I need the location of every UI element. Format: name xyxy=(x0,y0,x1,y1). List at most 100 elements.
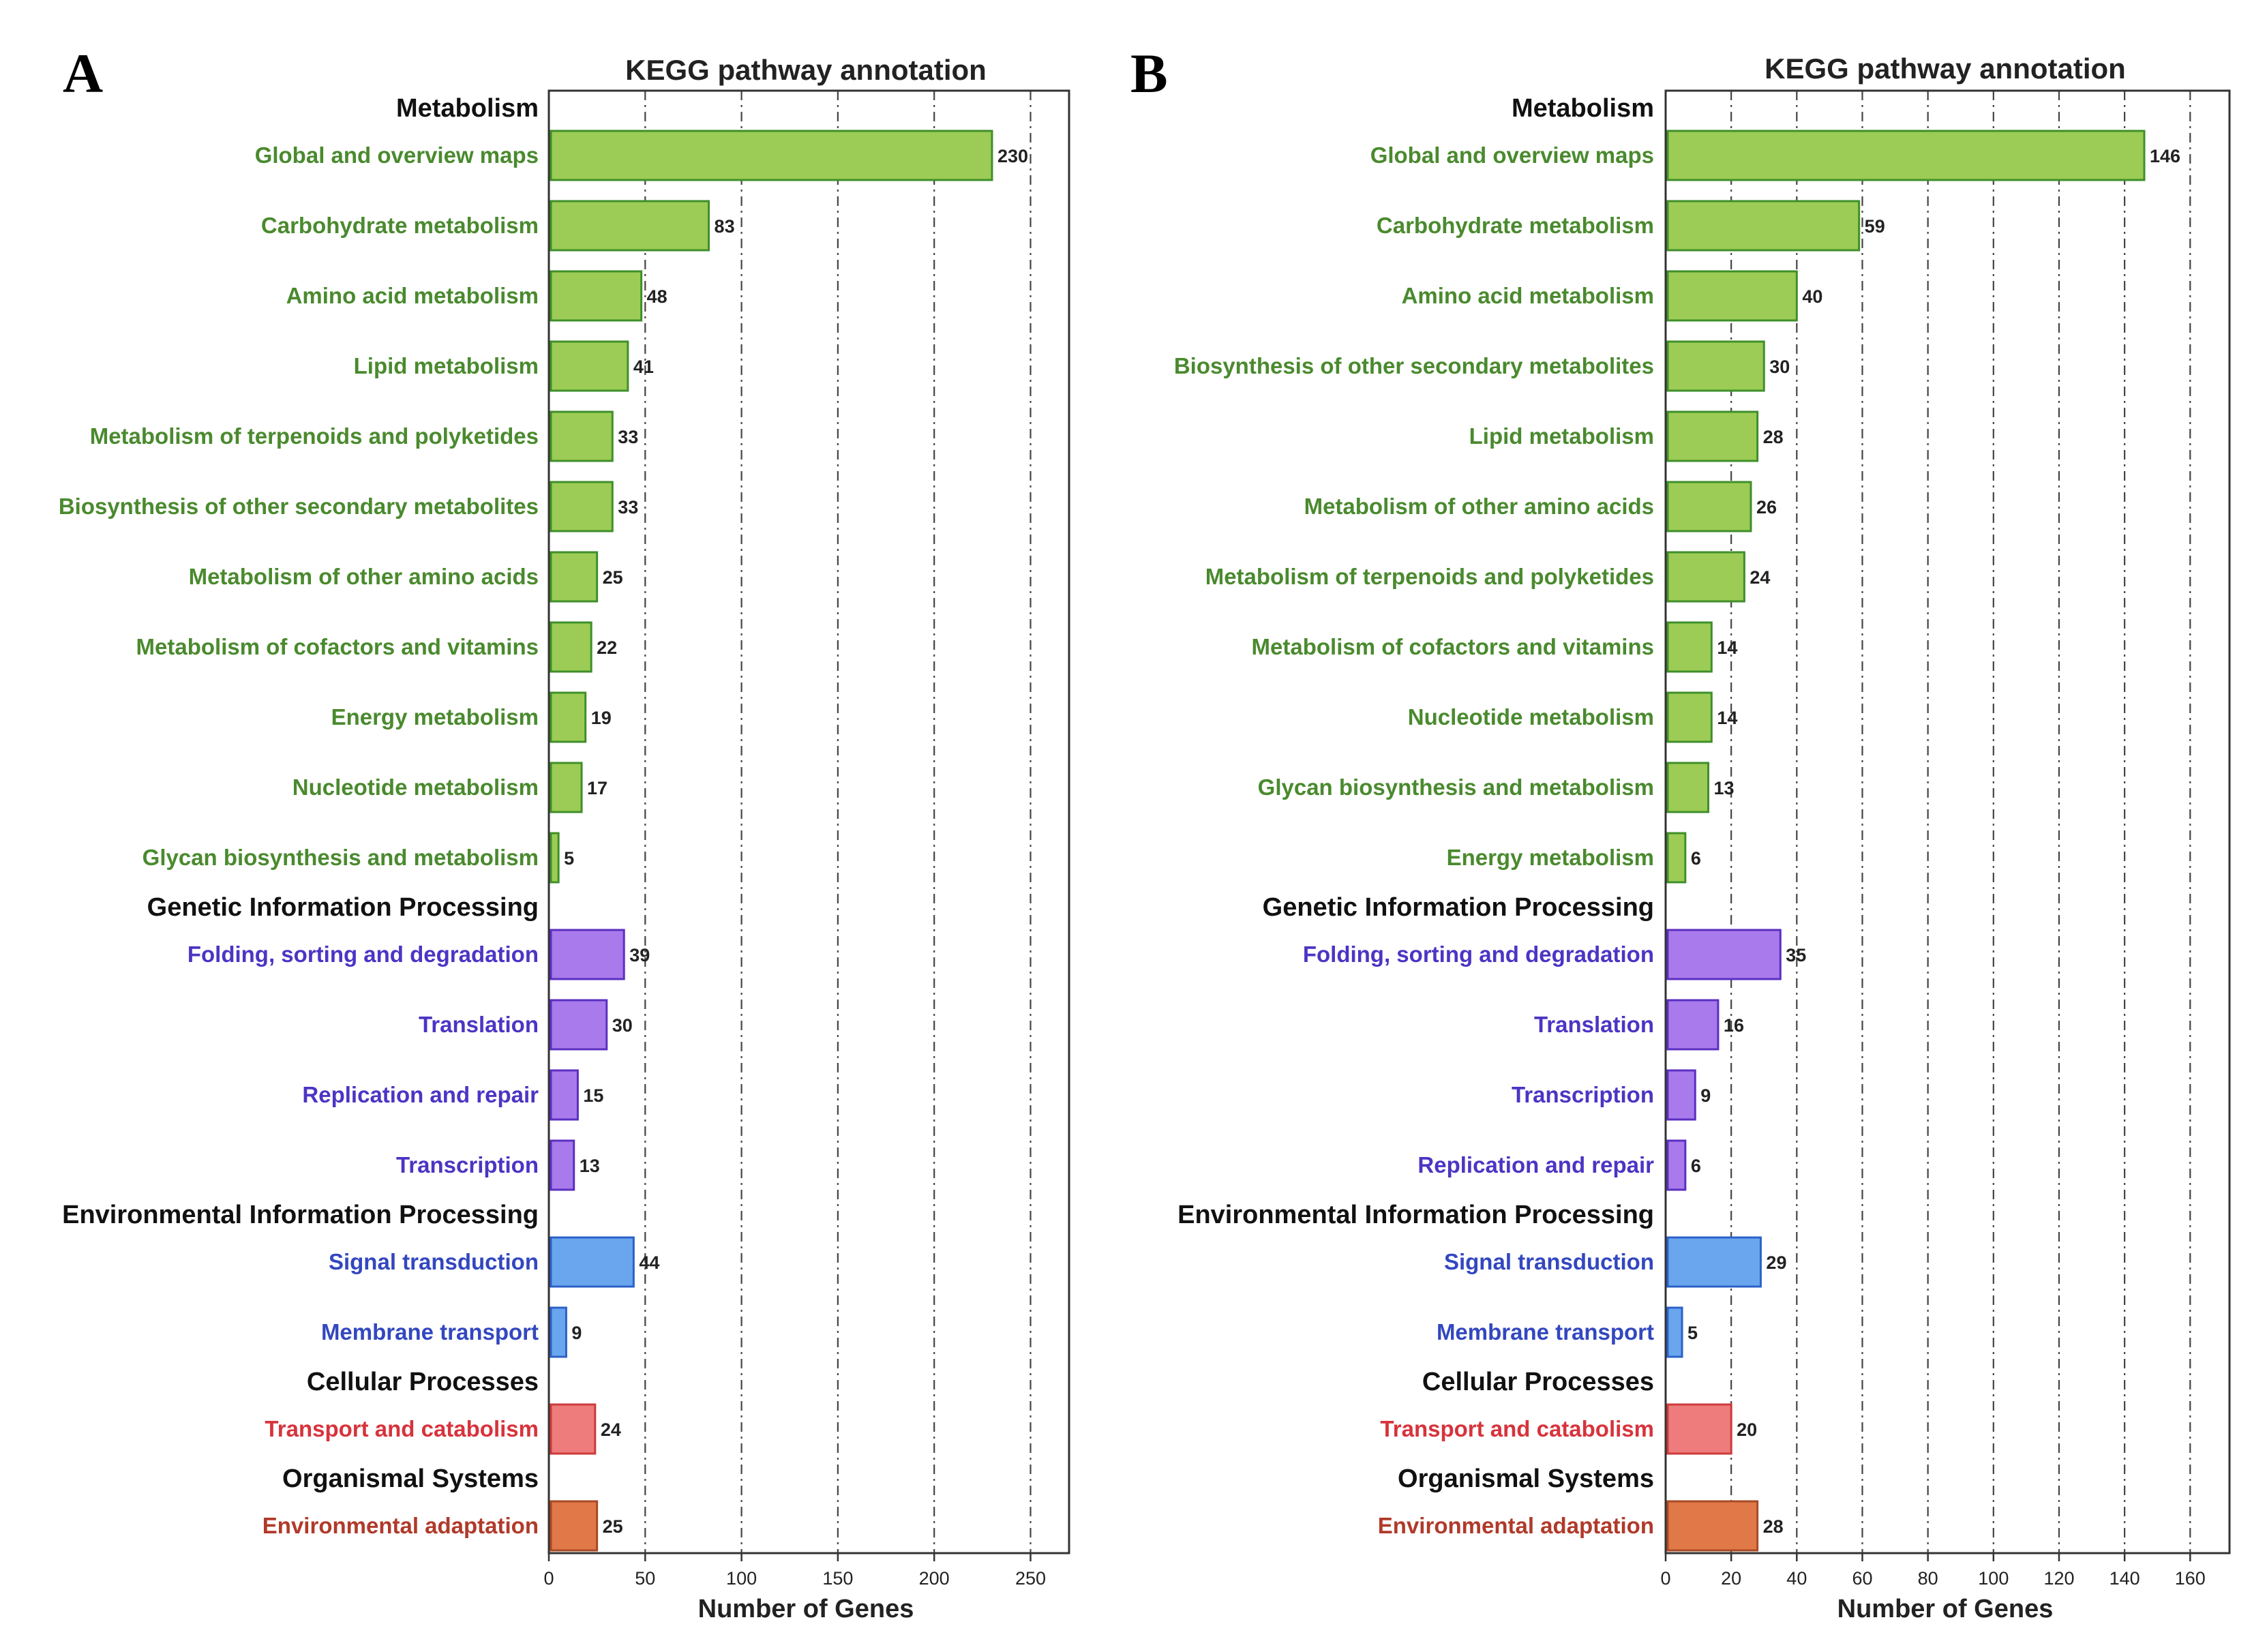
panel-a-bar-transcription xyxy=(550,1139,575,1191)
panel-a-plot-frame xyxy=(547,89,1070,1555)
panel-b-value-label: 26 xyxy=(1756,497,1777,517)
panel-a-bar-metabolism-of-other-amino-acids xyxy=(550,551,599,603)
panel-a-value-label: 5 xyxy=(564,848,574,869)
panel-a-bar-metabolism-of-cofactors-and-vitamins xyxy=(550,621,592,673)
panel-a-title: KEGG pathway annotation xyxy=(625,54,987,86)
panel-b-category-label: Nucleotide metabolism xyxy=(1408,704,1654,730)
panel-b-bar-metabolism-of-cofactors-and-vitamins xyxy=(1666,621,1713,673)
panel-b-category-label: Replication and repair xyxy=(1417,1152,1654,1177)
panel-a-value-label: 22 xyxy=(597,637,617,658)
panel-b-x-tick-label: 160 xyxy=(2175,1568,2206,1589)
panel-b-x-tick-label: 140 xyxy=(2110,1568,2140,1589)
panel-a-category-label: Energy metabolism xyxy=(331,704,539,730)
panel-b-bar-membrane-transport xyxy=(1666,1306,1683,1358)
panel-a-group-label-environmental-information-processing: Environmental Information Processing xyxy=(62,1201,539,1229)
panel-a-category-label: Transport and catabolism xyxy=(265,1416,539,1441)
panel-b-x-tick-label: 0 xyxy=(1660,1568,1670,1589)
panel-a-category-label: Membrane transport xyxy=(321,1319,539,1345)
panel-a-chart: A KEGG pathway annotation Number of Gene… xyxy=(59,42,1070,1623)
panel-b-category-label: Translation xyxy=(1534,1012,1654,1037)
panel-a-bar-amino-acid-metabolism xyxy=(550,270,643,322)
panel-b-category-label: Lipid metabolism xyxy=(1469,423,1654,449)
panel-a-bar-carbohydrate-metabolism xyxy=(550,200,710,252)
panel-a-category-label: Lipid metabolism xyxy=(354,353,539,378)
panel-a-gridlines xyxy=(644,91,1032,1553)
panel-a-value-label: 24 xyxy=(601,1420,621,1440)
panel-b-category-label: Metabolism of terpenoids and polyketides xyxy=(1205,564,1654,589)
panel-a-value-label: 44 xyxy=(639,1252,659,1273)
panel-a-category-label: Signal transduction xyxy=(329,1249,539,1274)
panel-a-bar-folding-sorting-and-degradation xyxy=(550,929,625,980)
panel-b-value-label: 6 xyxy=(1691,848,1701,869)
panel-a-group-label-organismal-systems: Organismal Systems xyxy=(282,1465,539,1493)
panel-a-group-label-metabolism: Metabolism xyxy=(396,94,539,123)
panel-b-value-label: 30 xyxy=(1769,357,1790,377)
panel-b-plot-frame xyxy=(1664,89,2231,1555)
panel-a-value-label: 25 xyxy=(603,1516,623,1537)
panel-b-value-label: 16 xyxy=(1724,1015,1744,1036)
panel-b-value-label: 6 xyxy=(1691,1156,1701,1176)
panel-b-category-label: Carbohydrate metabolism xyxy=(1377,213,1654,238)
panel-b-title: KEGG pathway annotation xyxy=(1765,52,2126,85)
panel-b-x-tick-label: 80 xyxy=(1918,1568,1938,1589)
panel-b-group-label-genetic-information-processing: Genetic Information Processing xyxy=(1263,893,1654,922)
panel-b-value-label: 14 xyxy=(1717,637,1737,658)
panel-a-bar-transport-and-catabolism xyxy=(550,1403,597,1455)
panel-a-value-label: 48 xyxy=(647,286,667,307)
panel-b-value-label: 13 xyxy=(1714,778,1735,798)
panel-a-category-label: Metabolism of terpenoids and polyketides xyxy=(90,423,539,449)
panel-b-gridlines xyxy=(1730,91,2191,1553)
panel-b-category-label: Folding, sorting and degradation xyxy=(1303,942,1654,967)
panel-b-bar-global-and-overview-maps xyxy=(1666,130,2146,181)
panel-b-category-label: Glycan biosynthesis and metabolism xyxy=(1258,775,1654,800)
panel-b-category-label: Signal transduction xyxy=(1444,1249,1654,1274)
panel-b-category-label: Metabolism of other amino acids xyxy=(1304,494,1654,519)
panel-b-x-tick-label: 20 xyxy=(1721,1568,1741,1589)
panel-a-letter: A xyxy=(63,42,103,104)
panel-a-category-label: Metabolism of cofactors and vitamins xyxy=(136,634,539,659)
panel-a-category-label: Biosynthesis of other secondary metaboli… xyxy=(59,494,539,519)
panel-a-value-label: 9 xyxy=(571,1323,582,1343)
panel-a-value-label: 25 xyxy=(603,567,623,588)
panel-b-value-label: 24 xyxy=(1750,567,1770,588)
panel-b-value-label: 29 xyxy=(1766,1252,1786,1273)
panel-b-value-label: 35 xyxy=(1786,945,1806,965)
panel-b-bar-amino-acid-metabolism xyxy=(1666,270,1798,322)
panel-a-value-label: 13 xyxy=(580,1156,600,1176)
panel-b-value-label: 40 xyxy=(1802,286,1822,307)
panel-a-category-label: Amino acid metabolism xyxy=(286,283,539,308)
panel-b-bar-energy-metabolism xyxy=(1666,832,1687,884)
panel-b-category-label: Transport and catabolism xyxy=(1380,1416,1654,1441)
panel-a-bar-glycan-biosynthesis-and-metabolism xyxy=(550,832,560,884)
panel-a-value-label: 33 xyxy=(618,427,638,447)
panel-b-bar-biosynthesis-of-other-secondary-metabolites xyxy=(1666,340,1765,392)
panel-a-x-tick-label: 250 xyxy=(1015,1568,1046,1589)
panel-a-value-label: 39 xyxy=(629,945,650,965)
panel-a-bar-nucleotide-metabolism xyxy=(550,762,583,813)
panel-b-value-label: 59 xyxy=(1865,216,1885,237)
panel-b-x-tick-label: 120 xyxy=(2043,1568,2074,1589)
panel-b-value-label: 9 xyxy=(1700,1085,1711,1106)
panel-a-x-tick-label: 0 xyxy=(543,1568,554,1589)
panel-a-value-label: 15 xyxy=(583,1085,603,1106)
panel-b-bar-signal-transduction xyxy=(1666,1236,1762,1288)
panel-a-category-label: Glycan biosynthesis and metabolism xyxy=(142,845,539,870)
panel-a-value-label: 17 xyxy=(587,778,607,798)
panel-b-chart: B KEGG pathway annotation Number of Gene… xyxy=(1130,42,2231,1623)
panel-a-category-label: Replication and repair xyxy=(302,1082,539,1107)
panel-a-group-label-cellular-processes: Cellular Processes xyxy=(307,1368,539,1396)
panel-b-category-label: Biosynthesis of other secondary metaboli… xyxy=(1174,353,1654,378)
panel-b-category-label: Metabolism of cofactors and vitamins xyxy=(1252,634,1654,659)
panel-a-bar-membrane-transport xyxy=(550,1306,567,1358)
panel-a-bar-environmental-adaptation xyxy=(550,1500,599,1552)
panel-a-category-label: Translation xyxy=(419,1012,539,1037)
panel-b-group-label-metabolism: Metabolism xyxy=(1512,94,1654,123)
panel-b-value-label: 5 xyxy=(1687,1323,1698,1343)
panel-a-bar-energy-metabolism xyxy=(550,691,587,743)
panel-a-bar-signal-transduction xyxy=(550,1236,635,1288)
panel-b-group-label-organismal-systems: Organismal Systems xyxy=(1398,1465,1654,1493)
panel-a-category-label: Carbohydrate metabolism xyxy=(261,213,539,238)
panel-a-x-tick-label: 150 xyxy=(822,1568,853,1589)
